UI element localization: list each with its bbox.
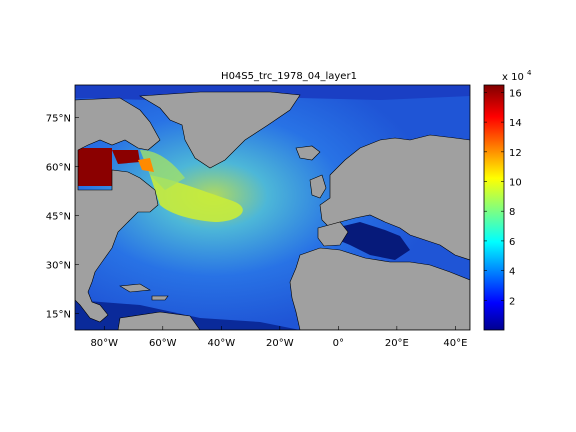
colorbar-exponent-base: x 10	[502, 72, 524, 83]
south-america	[117, 311, 201, 330]
iceland	[295, 145, 321, 161]
colorbar-gradient	[483, 84, 505, 331]
lat-tick-label: 75°N	[46, 114, 71, 125]
colorbar-tick-label: 6	[509, 237, 515, 248]
colorbar-exponent-power: 4	[527, 69, 532, 77]
caribbean-islands	[119, 283, 169, 301]
map-area	[75, 85, 470, 330]
chart-title: H04S5_trc_1978_04_layer1	[221, 71, 357, 82]
british-isles	[309, 174, 327, 199]
lon-tick-label: 80°W	[90, 338, 118, 349]
colorbar: 2 4 6 8 10 12 14 16 x 10 4	[483, 69, 532, 331]
colorbar-tick-label: 2	[509, 296, 515, 307]
lon-tick-label: 40°E	[443, 338, 467, 349]
colorbar-tick-label: 8	[509, 207, 515, 218]
colorbar-tick-label: 4	[509, 267, 515, 278]
colorbar-ticks: 2 4 6 8 10 12 14 16	[484, 88, 522, 307]
hudson-bay-high	[78, 148, 112, 186]
colorbar-exponent: x 10 4	[502, 69, 532, 83]
colorbar-tick-label: 14	[509, 118, 522, 129]
lon-tick-label: 40°W	[207, 338, 235, 349]
lon-tick-label: 0°	[333, 338, 344, 349]
colorbar-tick-label: 10	[509, 178, 522, 189]
lon-tick-labels: 80°W 60°W 40°W 20°W 0° 20°E 40°E	[90, 326, 467, 349]
land-masses	[75, 91, 470, 330]
iberia	[317, 221, 349, 247]
colorbar-tick-label: 12	[509, 148, 522, 159]
lat-tick-labels: 75°N 60°N 45°N 30°N 15°N	[46, 114, 79, 321]
greenland	[139, 91, 301, 169]
africa	[289, 247, 470, 330]
lon-tick-label: 60°W	[149, 338, 177, 349]
north-america	[75, 97, 161, 323]
lat-tick-label: 30°N	[46, 261, 71, 272]
colorbar-tick-label: 16	[509, 88, 522, 99]
lon-tick-label: 20°W	[266, 338, 294, 349]
lon-tick-label: 20°E	[385, 338, 409, 349]
lat-tick-label: 45°N	[46, 212, 71, 223]
lat-tick-label: 15°N	[46, 310, 71, 321]
axes-frame	[74, 84, 471, 331]
gulf-stream-high	[150, 175, 243, 222]
lat-tick-label: 60°N	[46, 163, 71, 174]
mediterranean-sea	[335, 222, 410, 260]
